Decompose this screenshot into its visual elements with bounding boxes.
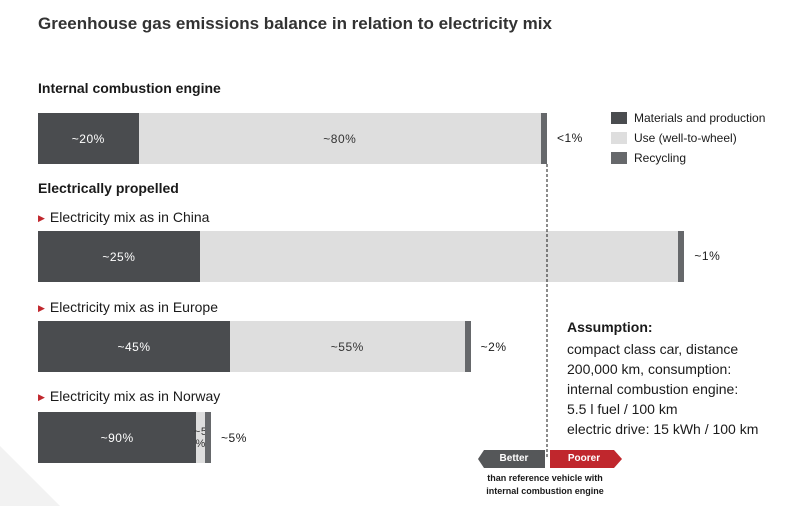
better-arrow-icon bbox=[478, 450, 545, 468]
bar-norway: ~90% ~5 % bbox=[38, 412, 212, 463]
triangle-bullet-icon: ▶ bbox=[38, 303, 45, 313]
segment-materials-production: ~90% bbox=[38, 412, 197, 463]
bar-china: ~25% bbox=[38, 231, 685, 282]
segment-materials-production: ~45% bbox=[38, 321, 230, 372]
comparison-arrows bbox=[478, 450, 622, 468]
segment-use-well-to-wheel: ~5 % bbox=[194, 412, 207, 463]
assumption-line: internal combustion engine: bbox=[567, 381, 739, 397]
recycling-value-label: ~1% bbox=[694, 249, 721, 263]
segment-recycling bbox=[464, 321, 471, 372]
recycling-value-label: ~5% bbox=[221, 431, 247, 445]
assumption-line: compact class car, distance bbox=[567, 341, 739, 357]
segment-use-well-to-wheel bbox=[199, 231, 679, 282]
assumption-line: electric drive: 15 kWh / 100 km bbox=[567, 421, 759, 437]
comparison-note-line: than reference vehicle with bbox=[487, 473, 603, 483]
poorer-label: Poorer bbox=[567, 453, 601, 464]
bar-label-norway: ▶ Electricity mix as in Norway bbox=[38, 388, 221, 404]
legend-swatch bbox=[611, 132, 627, 144]
group-label-ice: Internal combustion engine bbox=[38, 80, 221, 96]
segment-recycling bbox=[205, 412, 212, 463]
segment-use-well-to-wheel: ~55% bbox=[229, 321, 465, 372]
legend-item-use: Use (well-to-wheel) bbox=[611, 131, 737, 145]
segment-recycling bbox=[541, 113, 547, 164]
assumption-line: 200,000 km, consumption: bbox=[567, 361, 732, 377]
recycling-value-label: ~2% bbox=[480, 340, 507, 354]
segment-use-well-to-wheel: ~80% bbox=[138, 113, 541, 164]
legend-swatch bbox=[611, 152, 627, 164]
triangle-bullet-icon: ▶ bbox=[38, 392, 45, 402]
poorer-arrow-icon bbox=[550, 450, 622, 468]
legend-swatch bbox=[611, 112, 627, 124]
legend-item-recycling: Recycling bbox=[611, 151, 686, 165]
assumption-line: 5.5 l fuel / 100 km bbox=[567, 401, 678, 417]
legend-item-materials: Materials and production bbox=[611, 111, 765, 125]
recycling-value-label: <1% bbox=[557, 131, 583, 145]
legend-label: Use (well-to-wheel) bbox=[634, 131, 737, 145]
comparison-note-line: internal combustion engine bbox=[486, 486, 604, 496]
triangle-bullet-icon: ▶ bbox=[38, 213, 45, 223]
group-label-electric: Electrically propelled bbox=[38, 180, 179, 196]
legend-label: Recycling bbox=[634, 151, 687, 165]
comparison-note: than reference vehicle with internal com… bbox=[470, 472, 620, 498]
segment-materials-production: ~20% bbox=[38, 113, 139, 164]
segment-recycling bbox=[678, 231, 685, 282]
better-label: Better bbox=[499, 453, 529, 464]
assumption-heading: Assumption: bbox=[567, 319, 653, 335]
segment-materials-production: ~25% bbox=[38, 231, 200, 282]
bar-internal-combustion: ~20% ~80% bbox=[38, 113, 547, 164]
bar-label-china: ▶ Electricity mix as in China bbox=[38, 209, 210, 225]
legend-label: Materials and production bbox=[634, 111, 766, 125]
chart-title: Greenhouse gas emissions balance in rela… bbox=[38, 14, 552, 33]
bar-label-europe: ▶ Electricity mix as in Europe bbox=[38, 299, 218, 315]
bar-europe: ~45% ~55% bbox=[38, 321, 471, 372]
